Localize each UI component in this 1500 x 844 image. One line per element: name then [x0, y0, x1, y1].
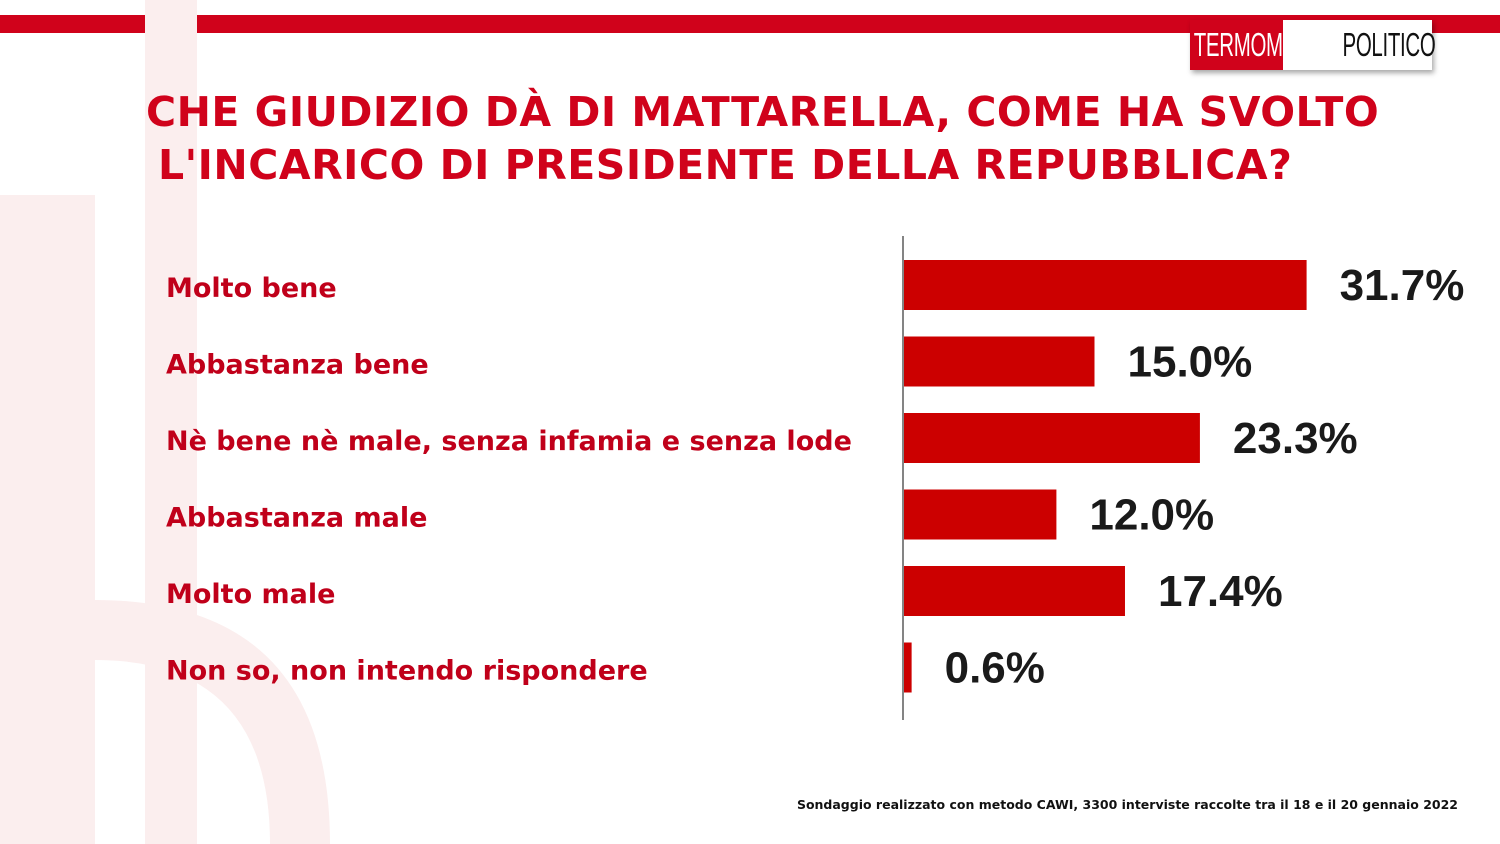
value-label-2: 15.0%: [1128, 338, 1253, 387]
survey-footnote: Sondaggio realizzato con metodo CAWI, 33…: [796, 797, 1458, 812]
title-line-1: CHE GIUDIZIO DÀ DI MATTARELLA, COME HA S…: [146, 88, 1380, 136]
bar-1: [904, 260, 1307, 310]
value-label-4: 12.0%: [1089, 491, 1214, 540]
bar-4: [904, 489, 1057, 540]
bar-3: [904, 413, 1200, 463]
value-label-5: 17.4%: [1158, 567, 1283, 616]
value-label-1: 31.7%: [1340, 261, 1465, 310]
category-label-3: Nè bene nè male, senza infamia e senza l…: [166, 426, 852, 457]
title-line-2: L'INCARICO DI PRESIDENTE DELLA REPUBBLIC…: [158, 141, 1293, 189]
category-label-2: Abbastanza bene: [166, 350, 429, 381]
chart-title: CHE GIUDIZIO DÀ DI MATTARELLA, COME HA S…: [146, 86, 1466, 192]
termometro-politico-logo: TERMOMETRO POLITICO: [1190, 20, 1436, 70]
value-label-3: 23.3%: [1233, 414, 1358, 463]
top-accent-bar: [0, 15, 1500, 33]
bar-2: [904, 336, 1095, 387]
category-label-5: Molto male: [166, 579, 335, 610]
bar-6: [904, 642, 912, 693]
category-label-1: Molto bene: [166, 273, 337, 304]
category-label-4: Abbastanza male: [166, 503, 427, 534]
category-label-6: Non so, non intendo rispondere: [166, 656, 648, 687]
value-label-6: 0.6%: [945, 644, 1045, 693]
bar-5: [904, 566, 1125, 616]
